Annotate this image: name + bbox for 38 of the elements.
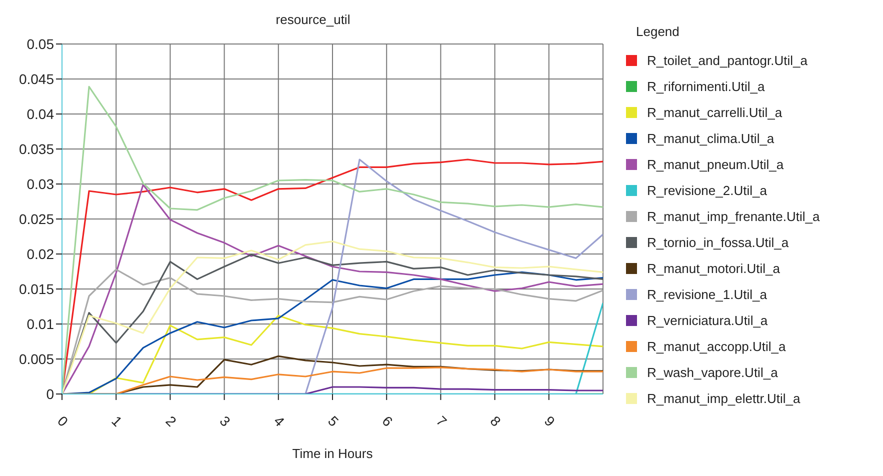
legend-title: Legend bbox=[636, 24, 680, 39]
legend-label: R_manut_accopp.Util_a bbox=[647, 338, 786, 354]
legend-label: R_revisione_2.Util_a bbox=[647, 182, 767, 198]
y-tick-label: 0.02 bbox=[26, 246, 54, 262]
y-tick-label: 0.01 bbox=[26, 316, 54, 332]
x-tick-label: 8 bbox=[487, 412, 504, 430]
x-tick-label: 0 bbox=[54, 412, 72, 430]
y-tick-label: 0.005 bbox=[18, 350, 54, 367]
x-tick-label: 4 bbox=[270, 412, 288, 430]
y-tick-label: 0.045 bbox=[18, 70, 54, 87]
y-tick-label: 0.035 bbox=[18, 140, 54, 157]
x-axis-title: Time in Hours bbox=[292, 446, 374, 461]
x-tick-label: 9 bbox=[541, 412, 558, 430]
x-tick-label: 6 bbox=[379, 412, 396, 430]
x-tick-label: 1 bbox=[108, 412, 126, 430]
x-tick-label: 3 bbox=[216, 412, 234, 430]
legend-label: R_manut_pneum.Util_a bbox=[647, 156, 784, 172]
y-tick-label: 0.03 bbox=[26, 176, 54, 192]
legend-label: R_manut_motori.Util_a bbox=[647, 260, 780, 276]
legend-label: R_verniciatura.Util_a bbox=[647, 312, 768, 328]
legend-label: R_manut_carrelli.Util_a bbox=[647, 104, 782, 120]
legend-label: R_manut_imp_frenante.Util_a bbox=[647, 208, 820, 224]
legend-label: R_tornio_in_fossa.Util_a bbox=[647, 234, 789, 250]
x-tick-label: 5 bbox=[325, 412, 342, 430]
legend-label: R_wash_vapore.Util_a bbox=[647, 364, 778, 380]
y-tick-label: 0.04 bbox=[26, 106, 54, 122]
y-tick-label: 0 bbox=[46, 386, 54, 402]
legend-label: R_manut_imp_elettr.Util_a bbox=[647, 390, 800, 406]
legend-label: R_rifornimenti.Util_a bbox=[647, 78, 765, 94]
chart-title: resource_util bbox=[274, 12, 352, 27]
y-tick-label: 0.05 bbox=[26, 36, 54, 52]
y-tick-label: 0.015 bbox=[18, 280, 54, 297]
legend-label: R_toilet_and_pantogr.Util_a bbox=[647, 52, 808, 68]
x-tick-label: 7 bbox=[433, 412, 450, 430]
y-tick-label: 0.025 bbox=[18, 210, 54, 227]
x-tick-label: 2 bbox=[162, 412, 180, 430]
legend-label: R_manut_clima.Util_a bbox=[647, 130, 774, 146]
legend-label: R_revisione_1.Util_a bbox=[647, 286, 767, 302]
